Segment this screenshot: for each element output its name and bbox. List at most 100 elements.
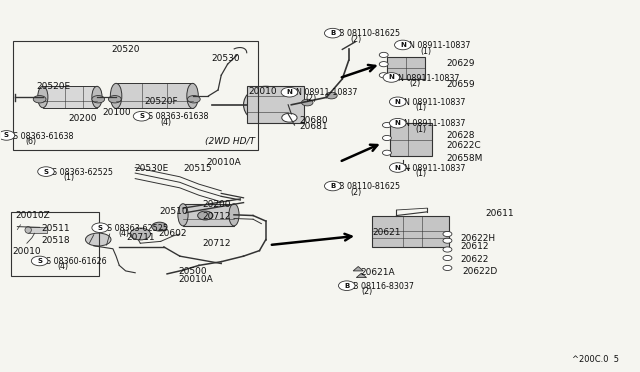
- Text: 20711: 20711: [126, 233, 155, 242]
- Text: 20520F: 20520F: [145, 97, 179, 106]
- Text: 20530E: 20530E: [134, 164, 168, 173]
- Text: B: B: [330, 30, 335, 36]
- Text: 20530: 20530: [212, 54, 240, 63]
- Text: 20629: 20629: [446, 58, 475, 68]
- Text: B 08110-81625: B 08110-81625: [339, 182, 400, 191]
- Bar: [13, 41, 258, 150]
- Text: 20622H: 20622H: [460, 234, 495, 243]
- Text: S 08363-62525: S 08363-62525: [106, 224, 168, 233]
- Circle shape: [282, 113, 297, 122]
- Circle shape: [38, 167, 54, 176]
- Circle shape: [188, 96, 200, 103]
- Circle shape: [130, 228, 150, 240]
- Bar: [183, 204, 234, 226]
- Circle shape: [324, 28, 341, 38]
- Text: N 08911-10837: N 08911-10837: [404, 119, 466, 128]
- Text: S: S: [139, 113, 144, 119]
- Text: N 08911-10837: N 08911-10837: [409, 41, 470, 50]
- Text: 20500: 20500: [179, 267, 207, 276]
- Text: 20511: 20511: [41, 224, 70, 233]
- Text: (4): (4): [161, 118, 172, 126]
- Text: ^200C.0  5: ^200C.0 5: [573, 355, 620, 364]
- Ellipse shape: [92, 86, 102, 108]
- Ellipse shape: [229, 204, 239, 226]
- Ellipse shape: [187, 83, 198, 109]
- Text: B 08116-83037: B 08116-83037: [353, 282, 414, 291]
- Circle shape: [339, 281, 355, 291]
- Text: (4): (4): [58, 262, 68, 271]
- Circle shape: [383, 150, 392, 155]
- Circle shape: [443, 238, 452, 243]
- Text: (1): (1): [415, 125, 427, 134]
- Bar: [28, 227, 47, 233]
- Text: 20621: 20621: [372, 228, 401, 237]
- Text: 20520: 20520: [111, 45, 140, 54]
- Text: 20010A: 20010A: [179, 275, 213, 283]
- Text: N: N: [287, 89, 292, 95]
- Text: (2): (2): [362, 288, 372, 296]
- Bar: [116, 83, 193, 109]
- Text: S: S: [37, 258, 42, 264]
- Circle shape: [383, 73, 399, 82]
- Circle shape: [380, 52, 388, 58]
- Circle shape: [301, 99, 313, 106]
- Text: (1): (1): [415, 103, 427, 112]
- Ellipse shape: [25, 227, 31, 233]
- Text: (2): (2): [351, 35, 362, 44]
- Text: (4): (4): [118, 229, 129, 238]
- Text: N 08911-10837: N 08911-10837: [296, 89, 357, 97]
- Circle shape: [33, 96, 46, 103]
- Text: S: S: [4, 132, 9, 138]
- Ellipse shape: [244, 86, 288, 123]
- Text: (1): (1): [415, 169, 427, 178]
- Text: B: B: [330, 183, 335, 189]
- Circle shape: [443, 231, 452, 237]
- Circle shape: [383, 135, 392, 141]
- Text: 20622: 20622: [460, 254, 488, 264]
- Text: B 08110-81625: B 08110-81625: [339, 29, 400, 38]
- Text: 20010Z: 20010Z: [15, 211, 50, 220]
- Text: (6): (6): [25, 137, 36, 146]
- Text: 20010: 20010: [13, 247, 42, 256]
- Circle shape: [394, 40, 411, 50]
- Text: (2WD HD/T: (2WD HD/T: [205, 138, 255, 147]
- Text: 20010: 20010: [248, 87, 277, 96]
- Circle shape: [92, 96, 104, 103]
- Text: 20510: 20510: [159, 206, 188, 216]
- Text: 20200: 20200: [203, 200, 231, 209]
- Circle shape: [390, 97, 406, 107]
- Circle shape: [281, 87, 298, 97]
- Ellipse shape: [178, 204, 188, 226]
- Ellipse shape: [110, 83, 122, 109]
- Text: N 08911-10837: N 08911-10837: [404, 164, 466, 173]
- Circle shape: [390, 163, 406, 172]
- Text: 20712: 20712: [203, 212, 231, 221]
- Circle shape: [324, 181, 341, 191]
- Circle shape: [31, 256, 48, 266]
- Circle shape: [380, 62, 388, 67]
- Circle shape: [443, 256, 452, 260]
- Text: S 08363-62525: S 08363-62525: [52, 168, 113, 177]
- Circle shape: [383, 122, 392, 128]
- Circle shape: [0, 131, 15, 140]
- Text: 20622D: 20622D: [462, 267, 497, 276]
- Text: (2): (2): [409, 79, 420, 88]
- Text: 20518: 20518: [41, 236, 70, 245]
- Text: 20611: 20611: [486, 209, 515, 218]
- Circle shape: [443, 247, 452, 252]
- Polygon shape: [356, 273, 367, 278]
- Text: (1): (1): [64, 173, 75, 182]
- Bar: [372, 215, 449, 247]
- Circle shape: [198, 211, 213, 220]
- Text: 20010A: 20010A: [207, 158, 241, 167]
- Circle shape: [326, 92, 337, 99]
- Ellipse shape: [86, 233, 111, 246]
- Text: N: N: [395, 164, 401, 170]
- Circle shape: [380, 73, 388, 78]
- Text: N: N: [395, 120, 401, 126]
- Text: 20622C: 20622C: [446, 141, 481, 150]
- Bar: [246, 86, 304, 123]
- Text: 20200: 20200: [68, 114, 97, 123]
- Text: 20628: 20628: [446, 131, 475, 140]
- Bar: [11, 212, 99, 276]
